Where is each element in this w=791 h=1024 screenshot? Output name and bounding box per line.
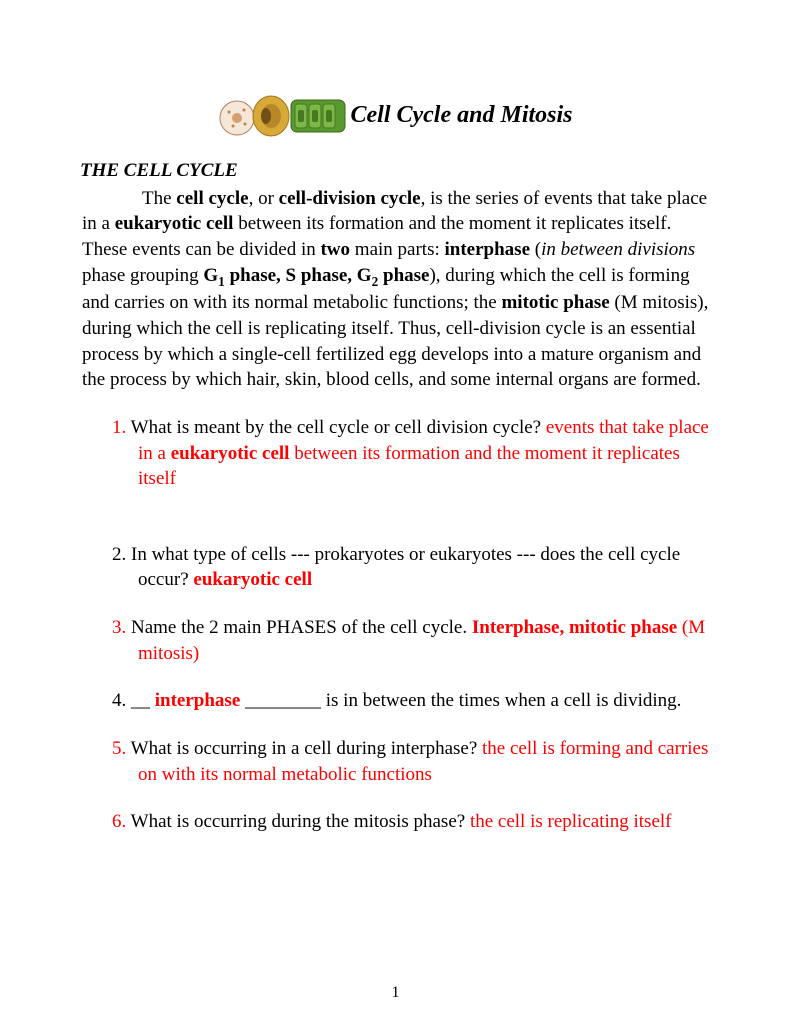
question-4: 4. __ interphase ________ is in between … xyxy=(112,688,709,714)
worksheet-page: Cell Cycle and Mitosis THE CELL CYCLE Th… xyxy=(0,0,791,1024)
q1-answer-bold: eukaryotic cell xyxy=(171,443,290,464)
page-number: 1 xyxy=(0,982,791,1004)
q1-text: What is meant by the cell cycle or cell … xyxy=(126,417,546,438)
title-row: Cell Cycle and Mitosis xyxy=(82,90,709,140)
intro-text: phase grouping xyxy=(82,265,203,286)
term-cell-division-cycle: cell-division cycle xyxy=(279,188,421,209)
section-heading: THE CELL CYCLE xyxy=(80,158,709,184)
page-title: Cell Cycle and Mitosis xyxy=(351,102,573,128)
term-mitotic-phase: mitotic phase xyxy=(501,292,609,313)
g1-label: G xyxy=(203,265,218,286)
s-g2-label: phase, S phase, G xyxy=(225,265,372,286)
q4-number: 4. xyxy=(112,690,126,711)
question-list: 1. What is meant by the cell cycle or ce… xyxy=(112,415,709,835)
q4-text: is in between the times when a cell is d… xyxy=(321,690,681,711)
q3-number: 3. xyxy=(112,617,126,638)
q4-answer: interphase xyxy=(155,690,241,711)
term-cell-cycle: cell cycle xyxy=(176,188,248,209)
question-6: 6. What is occurring during the mitosis … xyxy=(112,809,709,835)
q6-number: 6. xyxy=(112,811,126,832)
term-interphase: interphase xyxy=(445,239,531,260)
q4-blank1: __ xyxy=(126,690,155,711)
g1-sub: 1 xyxy=(218,273,225,288)
q3-answer-bold: Interphase, mitotic phase xyxy=(472,617,677,638)
term-phases: G1 phase, S phase, G2 phase xyxy=(203,265,429,286)
term-eukaryotic-cell: eukaryotic cell xyxy=(115,213,234,234)
intro-text: , or xyxy=(249,188,279,209)
question-3: 3. Name the 2 main PHASES of the cell cy… xyxy=(112,615,709,666)
phase-label: phase xyxy=(378,265,429,286)
q3-text: Name the 2 main PHASES of the cell cycle… xyxy=(126,617,472,638)
term-two: two xyxy=(320,239,350,260)
question-1: 1. What is meant by the cell cycle or ce… xyxy=(112,415,709,492)
q1-number: 1. xyxy=(112,417,126,438)
cell-illustration xyxy=(219,90,349,140)
question-2: 2. In what type of cells --- prokaryotes… xyxy=(112,542,709,593)
intro-text: ( xyxy=(530,239,541,260)
q4-blank2: ________ xyxy=(240,690,321,711)
question-5: 5. What is occurring in a cell during in… xyxy=(112,736,709,787)
italic-in-between: in between divisions xyxy=(541,239,695,260)
q6-answer: the cell is replicating itself xyxy=(470,811,672,832)
q5-text: What is occurring in a cell during inter… xyxy=(126,738,482,759)
q2-number: 2. xyxy=(112,544,126,565)
q5-number: 5. xyxy=(112,738,126,759)
intro-text: The xyxy=(142,188,176,209)
intro-text: main parts: xyxy=(350,239,444,260)
q6-text: What is occurring during the mitosis pha… xyxy=(126,811,470,832)
q2-answer: eukaryotic cell xyxy=(193,569,312,590)
intro-paragraph: The cell cycle, or cell-division cycle, … xyxy=(82,186,709,393)
